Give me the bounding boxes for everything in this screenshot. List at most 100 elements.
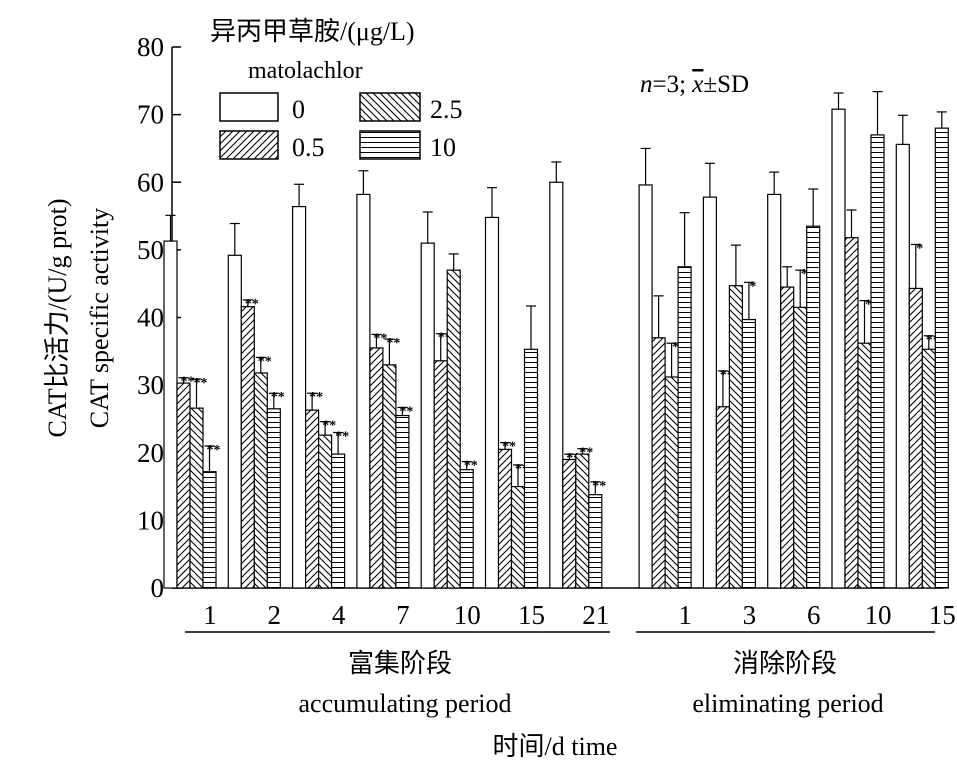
bar-2.5-0 bbox=[189, 407, 204, 589]
legend-label-10: 10 bbox=[430, 133, 456, 162]
y-tick-label-20: 20 bbox=[137, 438, 164, 468]
y-tick-label-0: 0 bbox=[151, 573, 165, 603]
bar-10-11 bbox=[934, 127, 949, 589]
bar-2.5-2 bbox=[318, 434, 333, 589]
bar-0.5-5 bbox=[497, 448, 513, 589]
x-category-label-1-15: 15 bbox=[929, 600, 956, 630]
bar-0.5-11 bbox=[908, 287, 923, 589]
bar-0.5-0 bbox=[176, 382, 191, 589]
bar-0-4 bbox=[420, 242, 435, 589]
x-category-label-1-1: 1 bbox=[678, 600, 692, 630]
bar-2.5-8 bbox=[728, 285, 744, 589]
significance-2.5-6: ** bbox=[579, 446, 593, 461]
bar-0-0 bbox=[163, 240, 178, 589]
significance-10-2: ** bbox=[335, 429, 349, 444]
bar-10-8 bbox=[741, 318, 757, 589]
bar-2.5-1 bbox=[253, 372, 268, 589]
bar-10-5 bbox=[523, 348, 539, 589]
bar-0.5-4 bbox=[433, 360, 448, 589]
y-axis-title-en: CAT specific activity bbox=[85, 208, 114, 428]
bar-0.5-7 bbox=[651, 337, 666, 589]
significance-2.5-10: * bbox=[865, 298, 872, 313]
bar-10-0 bbox=[202, 471, 217, 589]
bar-0-11 bbox=[895, 143, 910, 589]
significance-0.5-0: ** bbox=[181, 375, 195, 390]
bar-0-8 bbox=[702, 196, 718, 589]
bar-2.5-10 bbox=[857, 342, 872, 589]
bar-2.5-6 bbox=[575, 453, 590, 589]
bar-10-10 bbox=[870, 134, 885, 589]
stat-annotation: n=3; x±SD bbox=[640, 71, 749, 98]
significance-0.5-11: * bbox=[916, 241, 923, 256]
bar-0-3 bbox=[356, 193, 371, 589]
bar-10-2 bbox=[331, 453, 346, 589]
significance-2.5-7: * bbox=[672, 340, 679, 355]
bar-10-4 bbox=[459, 469, 474, 589]
significance-0.5-1: ** bbox=[245, 297, 259, 312]
significance-10-8: * bbox=[749, 279, 756, 294]
significance-2.5-2: ** bbox=[322, 419, 336, 434]
bar-0.5-6 bbox=[562, 458, 577, 589]
y-tick-label-30: 30 bbox=[137, 370, 164, 400]
bar-0-1 bbox=[227, 254, 242, 589]
legend-swatch-0 bbox=[219, 92, 279, 122]
bar-0.5-9 bbox=[780, 286, 795, 589]
x-category-label-0-4: 4 bbox=[332, 600, 346, 630]
bar-0.5-3 bbox=[369, 347, 384, 589]
significance-2.5-3: ** bbox=[386, 336, 400, 351]
y-ticks: 0 10 20 30 40 50 60 70 80 bbox=[137, 32, 181, 603]
x-category-label-0-21: 21 bbox=[582, 600, 609, 630]
x-axis-title: 时间/d time bbox=[493, 732, 618, 761]
x-category-label-1-3: 3 bbox=[743, 600, 757, 630]
bar-2.5-3 bbox=[382, 364, 397, 589]
group-label-cn-eliminating: 消除阶段 bbox=[733, 649, 837, 678]
significance-0.5-2: ** bbox=[309, 390, 323, 405]
y-tick-label-60: 60 bbox=[137, 167, 164, 197]
x-category-label-0-7: 7 bbox=[396, 600, 410, 630]
y-axis-title-cn: CAT比活力/(U/g prot) bbox=[43, 198, 72, 437]
x-category-label-1-6: 6 bbox=[807, 600, 821, 630]
bar-0-7 bbox=[638, 184, 653, 589]
x-category-labels: 1 2 4 7 10 15 21 1 3 6 10 15 bbox=[203, 600, 956, 630]
x-category-label-0-2: 2 bbox=[268, 600, 282, 630]
bar-10-1 bbox=[266, 408, 281, 589]
x-category-label-0-15: 15 bbox=[518, 600, 545, 630]
significance-10-0: ** bbox=[207, 443, 221, 458]
significance-0.5-5: ** bbox=[502, 440, 516, 455]
bar-2.5-5 bbox=[510, 485, 526, 589]
bar-10-7 bbox=[677, 266, 692, 589]
bar-2.5-11 bbox=[921, 348, 936, 589]
significance-2.5-9: * bbox=[801, 267, 808, 282]
bar-10-6 bbox=[588, 494, 603, 589]
bar-2.5-7 bbox=[664, 376, 679, 589]
y-tick-label-10: 10 bbox=[137, 505, 164, 535]
group-label-cn-accumulating: 富集阶段 bbox=[348, 649, 452, 678]
stat-n: n bbox=[640, 71, 653, 98]
bar-0.5-2 bbox=[305, 409, 320, 589]
bar-0-10 bbox=[831, 108, 846, 589]
y-tick-label-70: 70 bbox=[137, 100, 164, 130]
stat-x: x bbox=[691, 71, 703, 98]
y-tick-label-80: 80 bbox=[137, 32, 164, 62]
bar-0.5-8 bbox=[715, 406, 731, 589]
legend-swatch-0-5 bbox=[219, 130, 279, 160]
bar-0-6 bbox=[549, 181, 564, 589]
legend-swatch-10 bbox=[359, 130, 421, 160]
x-category-label-0-1: 1 bbox=[203, 600, 217, 630]
significance-10-3: ** bbox=[399, 404, 413, 419]
bar-0.5-10 bbox=[844, 237, 859, 589]
legend-title-cn: 异丙甲草胺/(μg/L) bbox=[210, 17, 415, 46]
legend-label-2-5: 2.5 bbox=[430, 95, 463, 124]
significance-10-4: ** bbox=[464, 459, 478, 474]
x-category-label-1-10: 10 bbox=[865, 600, 892, 630]
group-label-en-eliminating: eliminating period bbox=[692, 689, 883, 718]
y-tick-label-40: 40 bbox=[137, 303, 164, 333]
legend-label-0-5: 0.5 bbox=[292, 133, 325, 162]
bars: ******** ********************************… bbox=[163, 91, 949, 589]
significance-2.5-1: ** bbox=[258, 354, 272, 369]
bar-10-9 bbox=[806, 225, 821, 589]
stat-pm: ±SD bbox=[703, 71, 749, 98]
significance-10-1: ** bbox=[271, 390, 285, 405]
